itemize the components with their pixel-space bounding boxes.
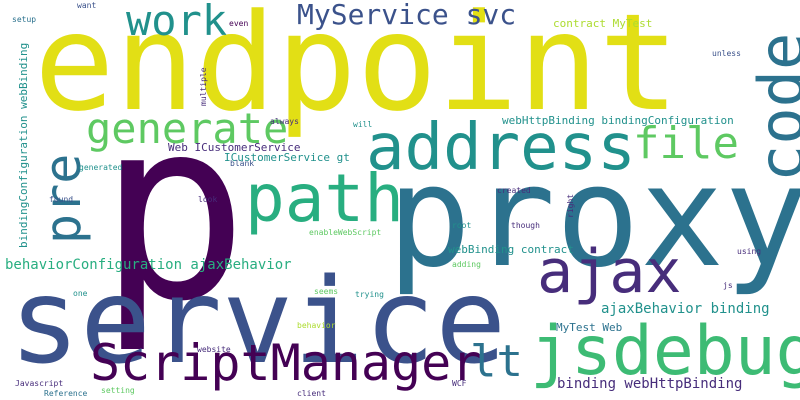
- word-service: service: [9, 252, 507, 390]
- word-address: address: [366, 111, 636, 185]
- word-ajaxbehavior-binding: ajaxBehavior binding: [601, 301, 770, 317]
- word-root: root: [452, 221, 472, 230]
- word-js: js: [723, 281, 733, 290]
- word-setup: setup: [12, 15, 37, 24]
- word-reference: Reference: [44, 389, 88, 398]
- word-ajax: ajax: [537, 237, 682, 307]
- word-want: want: [77, 1, 97, 10]
- word-webbinding-contract: webBinding contract: [448, 243, 574, 256]
- word-website: website: [197, 345, 231, 354]
- word-icustomer-gt: ICustomerService gt: [224, 151, 350, 164]
- word-endpoint: endpoint: [34, 0, 680, 141]
- word-generated: generated: [79, 163, 123, 172]
- word-webhttp-bindingconfig: webHttpBinding bindingConfiguration: [502, 114, 734, 127]
- word-behavior-config: behaviorConfiguration ajaxBehavior: [5, 257, 292, 273]
- word-look: look: [198, 195, 218, 204]
- word-generate: generate: [86, 104, 289, 153]
- word-lt: lt: [470, 336, 523, 387]
- word-unless: unless: [712, 49, 741, 58]
- word-file: file: [633, 118, 739, 169]
- word-blank: blank: [230, 159, 255, 168]
- word-bindingconfig-webbinding: bindingConfiguration webBinding: [17, 42, 30, 248]
- word-seems: seems: [314, 287, 339, 296]
- word-created: created: [497, 186, 531, 195]
- word-trying: trying: [355, 290, 384, 299]
- word-always: always: [270, 117, 299, 126]
- word-enablewebscript: enableWebScript: [309, 228, 382, 237]
- word-found: found: [49, 195, 74, 204]
- word-contract-mytest: contract MyTest: [553, 17, 653, 30]
- word-myservice-svc: MyService svc: [297, 0, 517, 31]
- word-will: will: [353, 120, 373, 129]
- word-using: using: [737, 247, 762, 256]
- word-work: work: [126, 0, 228, 45]
- word-jsdebug: jsdebug: [530, 312, 800, 391]
- word-even: even: [229, 19, 249, 28]
- word-right: right: [566, 193, 575, 218]
- word-scriptmanager: ScriptManager: [90, 334, 482, 392]
- word-mytest-web: MyTest Web: [556, 321, 623, 334]
- word-code: code: [745, 32, 800, 182]
- word-adding: adding: [452, 260, 481, 269]
- word-multiple: multiple: [199, 67, 208, 106]
- word-client: client: [297, 389, 326, 398]
- word-web-icustomer: Web ICustomerService: [168, 141, 301, 154]
- word-though: though: [511, 221, 540, 230]
- word-wcf: WCF: [452, 379, 467, 388]
- word-one: one: [73, 289, 88, 298]
- word-path: path: [245, 160, 404, 237]
- word-p: p: [98, 65, 249, 356]
- word-javascript: Javascript: [15, 379, 64, 388]
- word-behavior: behavior: [297, 321, 336, 330]
- word-binding-webhttp: binding webHttpBinding: [557, 376, 743, 392]
- word-setting: setting: [101, 386, 135, 395]
- word-proxy: proxy: [387, 136, 800, 299]
